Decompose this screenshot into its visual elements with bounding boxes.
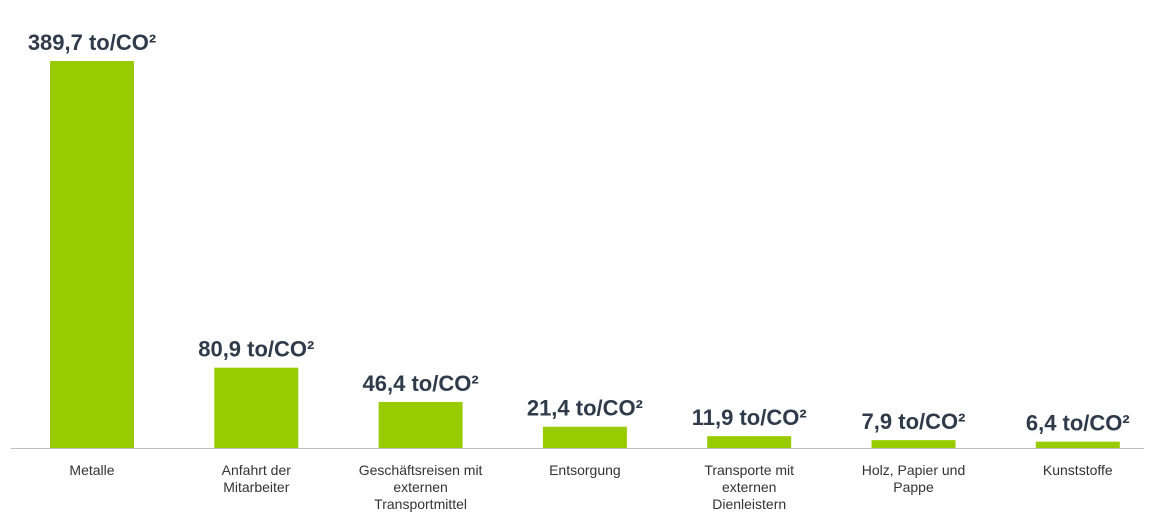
bar-7	[1035, 441, 1120, 448]
value-label-2: 80,9 to/CO²	[198, 337, 314, 362]
value-label-1: 389,7 to/CO²	[28, 30, 156, 55]
category-label-line: Pappe	[893, 479, 934, 495]
category-label-2: Anfahrt der Mitarbeiter	[222, 462, 292, 495]
category-label-line: Entsorgung	[549, 462, 621, 478]
category-label-line: Transportmittel	[374, 496, 467, 512]
category-label-7: Kunststoffe	[1043, 462, 1113, 478]
category-label-line: Dienleistern	[712, 496, 786, 512]
category-label-5: Transporte mit externen Dienleistern	[704, 462, 794, 512]
category-label-1: Metalle	[69, 462, 114, 478]
bars-layer	[50, 61, 1120, 448]
bar-5	[707, 436, 792, 448]
value-label-3: 46,4 to/CO²	[363, 371, 479, 396]
bar-2	[214, 367, 299, 448]
bar-1	[50, 61, 134, 448]
category-label-line: Anfahrt der	[222, 462, 292, 478]
category-label-line: externen	[393, 479, 447, 495]
value-label-6: 7,9 to/CO²	[862, 409, 966, 434]
bar-6	[871, 440, 956, 448]
category-label-line: Transporte mit	[704, 462, 794, 478]
category-label-4: Entsorgung	[549, 462, 621, 478]
category-label-line: Mitarbeiter	[223, 479, 289, 495]
category-labels-layer: Metalle Anfahrt der Mitarbeiter Geschäftsre…	[69, 462, 1112, 512]
category-label-line: Metalle	[69, 462, 114, 478]
category-label-line: externen	[722, 479, 776, 495]
value-label-7: 6,4 to/CO²	[1026, 411, 1130, 436]
value-label-4: 21,4 to/CO²	[527, 396, 643, 421]
category-label-3: Geschäftsreisen mit externen Transportmitt…	[359, 462, 483, 512]
value-labels-layer: 389,7 to/CO² 80,9 to/CO² 46,4 to/CO² 21,4 t…	[28, 30, 1130, 436]
category-label-6: Holz, Papier und Pappe	[862, 462, 966, 495]
category-label-line: Holz, Papier und	[862, 462, 966, 478]
value-label-5: 11,9 to/CO²	[692, 405, 807, 430]
bar-3	[378, 401, 463, 448]
bar-4	[542, 426, 627, 448]
category-label-line: Kunststoffe	[1043, 462, 1113, 478]
category-label-line: Geschäftsreisen mit	[359, 462, 483, 478]
